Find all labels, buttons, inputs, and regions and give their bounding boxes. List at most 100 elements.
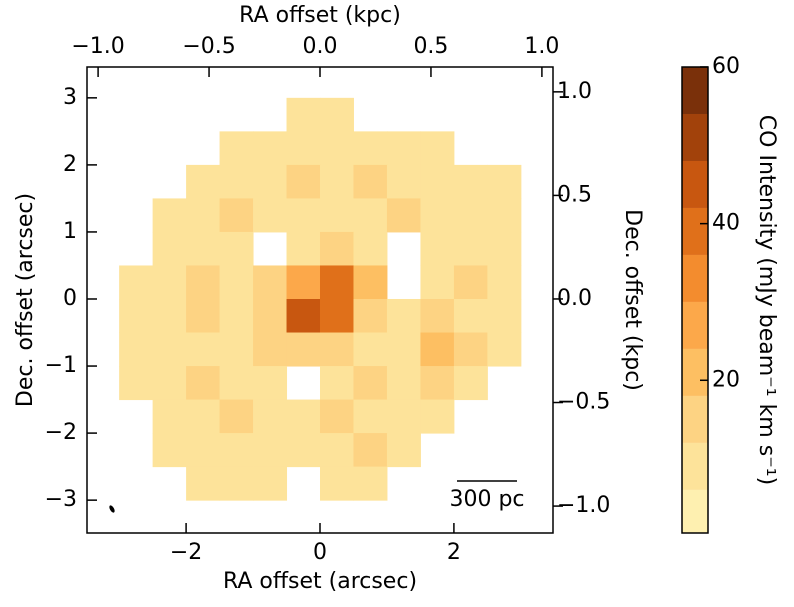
y2-tick-label: −1.0 <box>557 493 610 518</box>
image-cell <box>353 298 388 334</box>
y-tick-label: −1 <box>45 353 77 378</box>
image-cell <box>219 164 254 199</box>
colorbar-tick-label: 20 <box>712 367 740 392</box>
image-cell <box>320 466 354 501</box>
colorbar-frame <box>681 66 709 534</box>
image-cell <box>286 164 321 199</box>
image-cell <box>453 298 488 334</box>
image-cell <box>286 231 321 266</box>
image-cell <box>253 164 288 199</box>
x2-tick-label: −0.5 <box>182 34 235 59</box>
y-tick-label: 2 <box>63 152 77 177</box>
x2-tick-label: 1.0 <box>524 34 559 59</box>
image-cell <box>420 399 455 434</box>
image-cell <box>119 298 154 334</box>
x-tick-label: −2 <box>170 540 202 565</box>
image-cell <box>286 332 321 367</box>
x-tick-label: 2 <box>447 540 461 565</box>
image-cell <box>152 366 187 401</box>
y-tick-label: 0 <box>63 286 77 311</box>
beam <box>109 505 115 513</box>
image-cell <box>152 332 187 367</box>
image-cell <box>353 466 388 501</box>
image-cell <box>420 198 455 233</box>
image-cell <box>420 366 455 401</box>
image-cell <box>186 164 221 199</box>
y-axis-label: Dec. offset (arcsec) <box>13 193 38 407</box>
image-cell <box>253 466 288 501</box>
image-cell <box>453 332 488 367</box>
image-cell <box>119 366 154 401</box>
colorbar-band <box>682 254 708 302</box>
image-cell <box>219 198 254 233</box>
y-tick-label: −3 <box>45 487 77 512</box>
image-cell <box>320 198 354 233</box>
image-cell <box>286 399 321 434</box>
image-cell <box>420 131 455 166</box>
image-cell <box>320 265 354 300</box>
image-cell <box>186 399 221 434</box>
image-cell <box>487 265 522 300</box>
image-cell <box>186 265 221 300</box>
image-cell <box>253 332 288 367</box>
colorbar-band <box>682 207 708 255</box>
image-cell <box>219 231 254 266</box>
image-cell <box>152 265 187 300</box>
colorbar-tick-label: 60 <box>712 54 740 79</box>
image-cell <box>453 231 488 266</box>
y-tick-label: 1 <box>63 219 77 244</box>
image-cell <box>420 265 455 300</box>
image <box>119 97 522 501</box>
y2-tick-label: 0.5 <box>557 182 592 207</box>
image-cell <box>320 164 354 199</box>
image-cell <box>286 433 321 468</box>
image-cell <box>420 231 455 266</box>
colorbar-band <box>682 442 708 490</box>
image-cell <box>186 332 221 367</box>
image-cell <box>286 298 321 334</box>
image-cell <box>253 366 288 401</box>
y-tick-label: −2 <box>45 420 77 445</box>
image-cell <box>320 97 354 132</box>
colorbar-band <box>682 67 708 114</box>
image-cell <box>186 433 221 468</box>
image-cell <box>152 231 187 266</box>
image-cell <box>253 399 288 434</box>
image-cell <box>386 131 421 166</box>
image-cell <box>353 265 388 300</box>
image-cell <box>386 298 421 334</box>
colorbar-tick-label: 40 <box>712 211 740 236</box>
y-tick-label: 3 <box>63 85 77 110</box>
image-cell <box>152 198 187 233</box>
image-cell <box>487 231 522 266</box>
colorbar-band <box>682 160 708 208</box>
image-cell <box>219 298 254 334</box>
image-cell <box>420 164 455 199</box>
x2-axis-label: RA offset (kpc) <box>239 3 401 28</box>
image-cell <box>386 399 421 434</box>
image-cell <box>253 298 288 334</box>
image-cell <box>219 366 254 401</box>
image-cell <box>152 298 187 334</box>
image-cell <box>320 298 354 334</box>
y2-tick-label: 0.0 <box>557 286 592 311</box>
image-cell <box>253 131 288 166</box>
image-cell <box>353 231 388 266</box>
image-cell <box>353 399 388 434</box>
image-cell <box>420 298 455 334</box>
image-cell <box>353 332 388 367</box>
image-cell <box>453 198 488 233</box>
image-cell <box>386 433 421 468</box>
image-cell <box>186 198 221 233</box>
colorbar-band <box>682 113 708 161</box>
image-cell <box>320 131 354 166</box>
image-cell <box>186 366 221 401</box>
colorbar-label: CO Intensity (mJy beam⁻¹ km s⁻¹) <box>754 115 779 485</box>
image-cell <box>353 366 388 401</box>
image-cell <box>219 399 254 434</box>
image-cell <box>219 265 254 300</box>
image-cell <box>353 131 388 166</box>
image-cell <box>353 198 388 233</box>
image-cell <box>219 131 254 166</box>
